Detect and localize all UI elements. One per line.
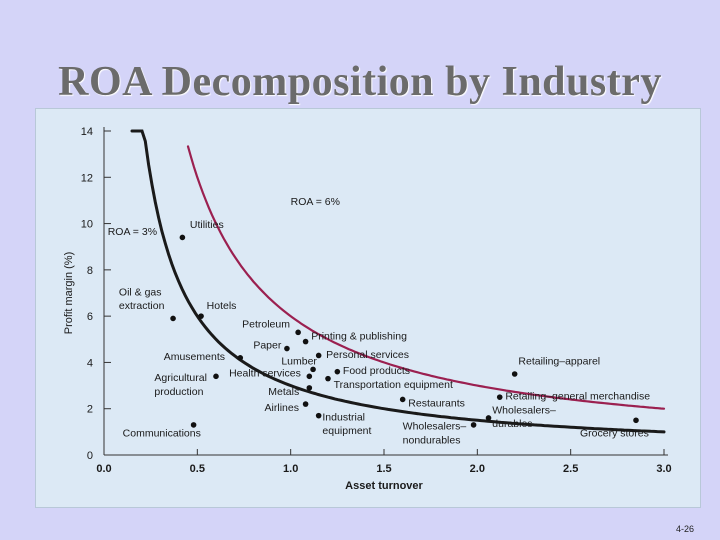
industry-point [179,234,186,241]
industry-point [190,422,197,428]
point-label: Lumber [281,356,317,368]
point-label: Wholesalers– [403,421,467,433]
x-tick-label: 0.5 [190,463,205,475]
point-label: Utilities [190,219,224,231]
industry-point [511,371,518,377]
roa-curve-3pct [130,129,666,434]
industry-point [633,417,639,424]
industry-point [198,313,204,319]
y-tick-label: 2 [87,404,93,416]
industry-point [237,355,244,361]
point-label: ROA = 6% [291,196,340,208]
x-tick-label: 3.0 [656,463,671,475]
industry-point [284,345,290,352]
x-tick-label: 2.5 [563,463,578,475]
point-label: extraction [119,300,165,312]
point-label: Retailing–apparel [518,356,600,368]
industry-point [310,366,316,373]
chart-panel: 0 2 4 6 8 10 12 14 0.0 0.5 1.0 1.5 2.0 2.5 3.0 Asset tu… [35,108,701,508]
point-label: Health services [229,367,301,379]
y-tick-label: 4 [87,357,93,369]
y-tick-label: 8 [87,265,93,277]
point-label: Transportation equipment [334,379,453,391]
industry-point [306,385,313,391]
point-label: Paper [253,340,282,352]
point-label: Oil & gas [119,286,162,298]
y-tick-label: 14 [81,126,93,138]
roa-chart: 0 2 4 6 8 10 12 14 0.0 0.5 1.0 1.5 2.0 2.5 3.0 Asset tu… [63,126,672,492]
industry-point [325,375,331,382]
y-axis-label: Profit margin (%) [63,252,75,335]
point-label: Food products [343,365,410,377]
x-axis-label: Asset turnover [345,480,423,492]
point-label: production [154,386,203,398]
industry-point [470,422,477,428]
industry-point [496,394,503,400]
point-label: Printing & publishing [311,330,407,342]
industry-point [315,412,322,419]
point-label: Restaurants [408,397,465,409]
y-tick-label: 6 [87,311,93,323]
industry-point [295,329,301,336]
industry-point [485,415,492,421]
industry-point [170,315,176,322]
x-tick-label: 0.0 [96,463,111,475]
industry-point [306,373,313,380]
point-label: Airlines [265,402,299,414]
point-label: Retailing–general merchandise [505,390,650,402]
x-tick-label: 1.5 [376,463,391,475]
industry-point [315,352,322,359]
roa-curve-6pct [186,145,666,410]
x-tick-label: 2.0 [470,463,485,475]
point-label: durables [492,418,532,430]
slide-title: ROA Decomposition by Industry [58,59,662,105]
point-label: Grocery stores [580,427,649,439]
point-label: equipment [322,425,371,437]
industry-point [399,396,406,403]
point-label: Petroleum [242,319,290,331]
y-tick-label: 0 [87,450,93,462]
point-label: Industrial [322,411,365,423]
point-label: Wholesalers– [492,404,556,416]
page-number: 4-26 [675,524,694,534]
y-tick-label: 12 [81,172,93,184]
industry-point [334,368,341,375]
point-label: Metals [268,386,299,398]
industry-point [302,401,309,407]
y-tick-label: 10 [81,219,93,231]
point-label: Hotels [207,300,237,312]
point-label: Communications [123,427,201,439]
point-label: Personal services [326,349,409,361]
x-tick-label: 1.0 [283,463,298,475]
point-label: nondurables [403,434,461,446]
point-label: ROA = 3% [108,226,157,238]
point-label: Agricultural [154,372,207,384]
point-label: Amusements [164,351,225,363]
industry-point [302,338,309,345]
industry-point [213,373,219,380]
